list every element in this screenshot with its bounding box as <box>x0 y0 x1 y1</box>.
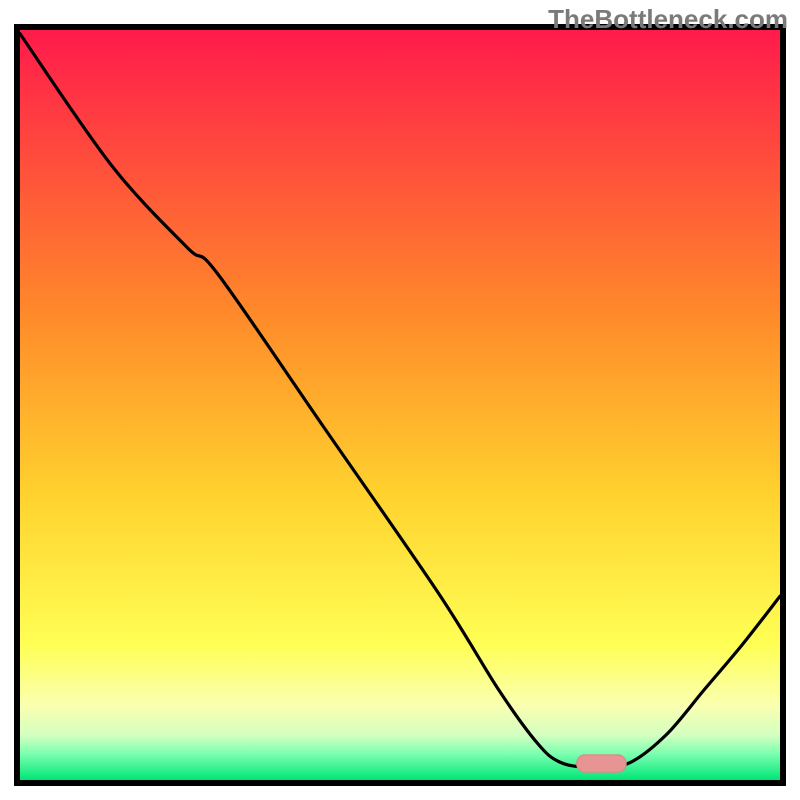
heatmap-background <box>20 30 780 780</box>
green-band <box>20 754 780 780</box>
optimal-marker <box>577 755 626 772</box>
chart-container: TheBottleneck.com <box>0 0 800 800</box>
chart-svg <box>0 0 800 800</box>
watermark-text: TheBottleneck.com <box>548 4 788 35</box>
